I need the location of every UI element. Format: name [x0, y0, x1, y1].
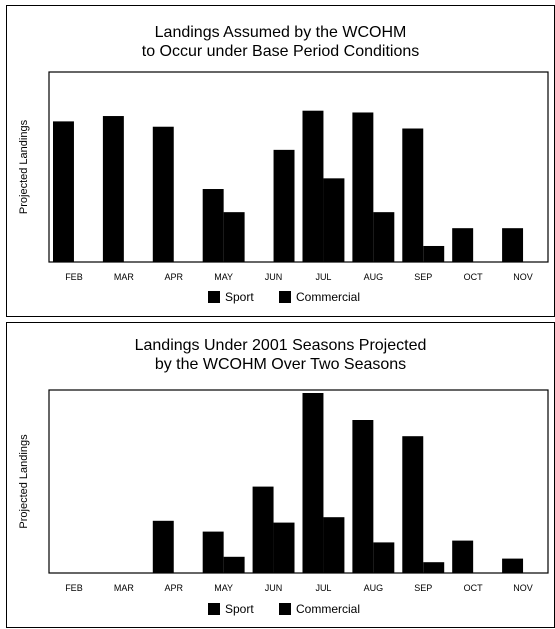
x-tick-label: OCT: [464, 583, 484, 593]
x-tick-label: MAY: [214, 272, 233, 282]
x-tick-label: APR: [164, 583, 183, 593]
legend-label-sport: Sport: [225, 602, 254, 616]
bar-sport-mar: [102, 116, 124, 262]
legend-label-sport: Sport: [225, 290, 254, 304]
bar-sport-feb: [52, 121, 74, 262]
bar-sport-may: [202, 531, 224, 573]
bar-sport-nov: [502, 558, 524, 573]
x-tick-label: MAR: [114, 583, 135, 593]
bar-sport-aug: [352, 420, 374, 573]
bar-commercial-aug: [373, 542, 395, 573]
y-axis-label: Projected Landings: [18, 434, 30, 529]
bar-commercial-aug: [373, 212, 395, 262]
x-tick-label: FEB: [65, 583, 83, 593]
legend-label-commercial: Commercial: [296, 290, 360, 304]
chart-title: Landings Assumed by the WCOHM to Occur u…: [7, 23, 554, 61]
chart-panel-2001-seasons: Landings Under 2001 Seasons Projected by…: [6, 322, 555, 628]
bar-sport-jun: [252, 486, 274, 573]
legend-label-commercial: Commercial: [296, 602, 360, 616]
bar-sport-jul: [302, 393, 324, 573]
bar-sport-apr: [152, 520, 174, 573]
legend-swatch-commercial: [279, 603, 291, 615]
bar-sport-sep: [402, 128, 424, 262]
bar-commercial-sep: [423, 245, 445, 262]
x-tick-label: AUG: [364, 272, 384, 282]
x-tick-label: JUL: [315, 583, 331, 593]
bar-sport-oct: [452, 228, 474, 262]
bar-commercial-may: [223, 212, 245, 262]
legend-swatch-sport: [208, 291, 220, 303]
x-tick-label: SEP: [414, 583, 432, 593]
x-tick-label: NOV: [513, 272, 533, 282]
legend-swatch-sport: [208, 603, 220, 615]
y-axis-label: Projected Landings: [18, 119, 30, 214]
x-tick-label: MAR: [114, 272, 135, 282]
bar-commercial-jun: [273, 149, 295, 262]
bar-commercial-may: [223, 556, 245, 573]
bar-chart-base-period: FEB MAR APR MAY JUN JUL AUG SEP OCT NOV Projected …: [18, 71, 549, 304]
chart-title-line-2: by the WCOHM Over Two Seasons: [154, 356, 407, 373]
chart-panel-base-period: Landings Assumed by the WCOHM to Occur u…: [6, 5, 555, 317]
bar-sport-may: [202, 189, 224, 262]
bar-commercial-jun: [273, 522, 295, 573]
chart-title: Landings Under 2001 Seasons Projected by…: [7, 336, 554, 374]
x-tick-label: OCT: [464, 272, 484, 282]
plot-area: [48, 71, 549, 263]
plot-area: [48, 389, 549, 574]
x-tick-label: APR: [164, 272, 183, 282]
bar-chart-2001-seasons: FEB MAR APR MAY JUN JUL AUG SEP OCT NOV Projected …: [18, 389, 549, 616]
bar-commercial-jul: [323, 178, 345, 262]
bar-sport-sep: [402, 436, 424, 573]
bar-sport-oct: [452, 540, 474, 573]
bar-sport-nov: [502, 228, 524, 262]
x-tick-label: AUG: [364, 583, 384, 593]
x-tick-label: JUL: [315, 272, 331, 282]
bar-sport-jul: [302, 110, 324, 262]
x-tick-label: JUN: [265, 583, 283, 593]
bar-commercial-sep: [423, 562, 445, 573]
bar-sport-apr: [152, 126, 174, 262]
bar-sport-aug: [352, 112, 374, 262]
legend-swatch-commercial: [279, 291, 291, 303]
x-tick-label: MAY: [214, 583, 233, 593]
bar-commercial-jul: [323, 517, 345, 573]
x-tick-label: FEB: [65, 272, 83, 282]
x-tick-label: JUN: [265, 272, 283, 282]
chart-title-line-1: Landings Assumed by the WCOHM: [154, 24, 407, 41]
chart-title-line-1: Landings Under 2001 Seasons Projected: [134, 337, 427, 354]
chart-title-line-2: to Occur under Base Period Conditions: [141, 43, 420, 60]
x-tick-label: SEP: [414, 272, 432, 282]
x-tick-label: NOV: [513, 583, 533, 593]
